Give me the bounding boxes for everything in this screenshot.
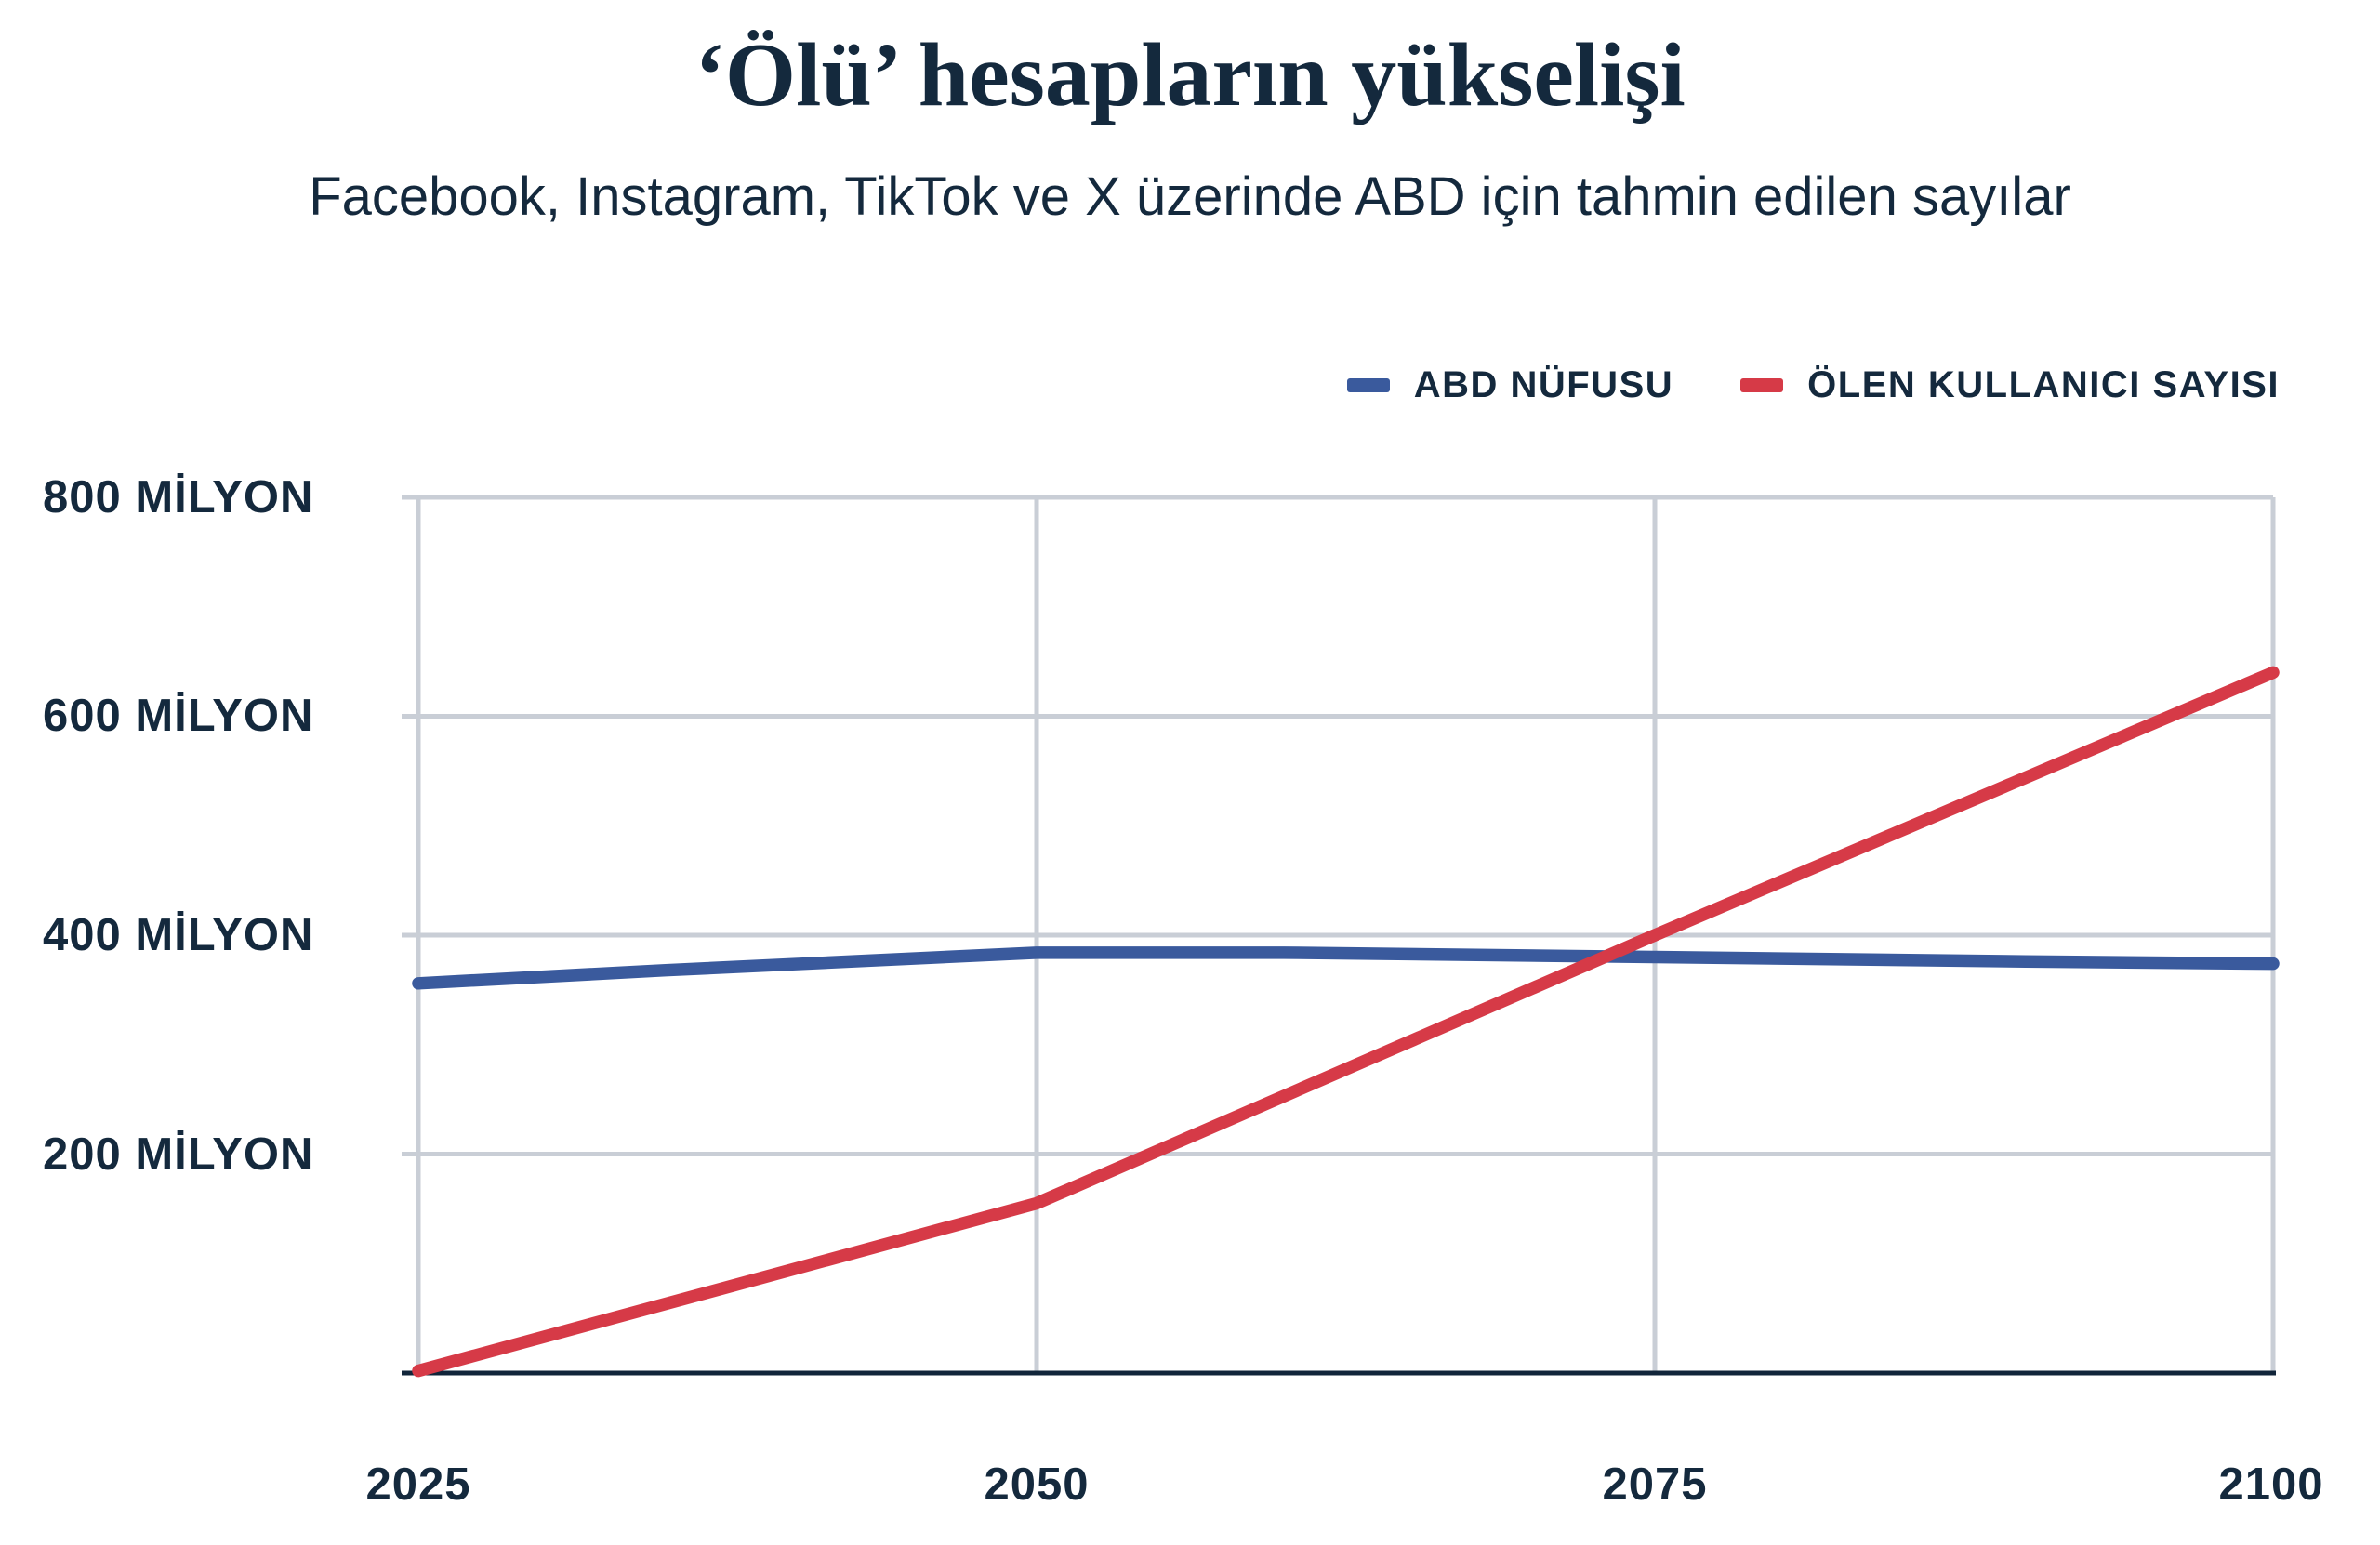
- y-tick-label-800: 800 MİLYON: [43, 472, 314, 522]
- x-tick-label-2050: 2050: [984, 1459, 1090, 1510]
- chart-title: ‘Ölü’ hesapların yükselişi: [694, 25, 1686, 125]
- legend-swatch-red-icon: [1740, 378, 1784, 392]
- legend-item-abd-nufusu: ABD NÜFUSU: [1346, 364, 1674, 406]
- x-tick-label-2025: 2025: [365, 1459, 471, 1510]
- chart-subtitle: Facebook, Instagram, TikTok ve X üzerind…: [309, 166, 2071, 227]
- legend-item-olen-kullanici: ÖLEN KULLANICI SAYISI: [1740, 364, 2280, 406]
- y-tick-label-600: 600 MİLYON: [43, 691, 314, 741]
- x-tick-label-2075: 2075: [1602, 1459, 1708, 1510]
- series-line-olen-kullanici-sayisi: [412, 666, 2280, 1378]
- legend-swatch-blue-icon: [1346, 378, 1390, 392]
- legend-label-abd-nufusu: ABD NÜFUSU: [1413, 364, 1674, 405]
- legend-label-olen-kullanici: ÖLEN KULLANICI SAYISI: [1807, 364, 2280, 405]
- y-tick-label-200: 200 MİLYON: [43, 1129, 314, 1180]
- y-tick-label-400: 400 MİLYON: [43, 910, 314, 960]
- legend: ABD NÜFUSU ÖLEN KULLANICI SAYISI: [1346, 364, 2280, 406]
- series-line-abd-nufusu: [412, 946, 2280, 990]
- x-tick-label-2100: 2100: [2218, 1459, 2324, 1510]
